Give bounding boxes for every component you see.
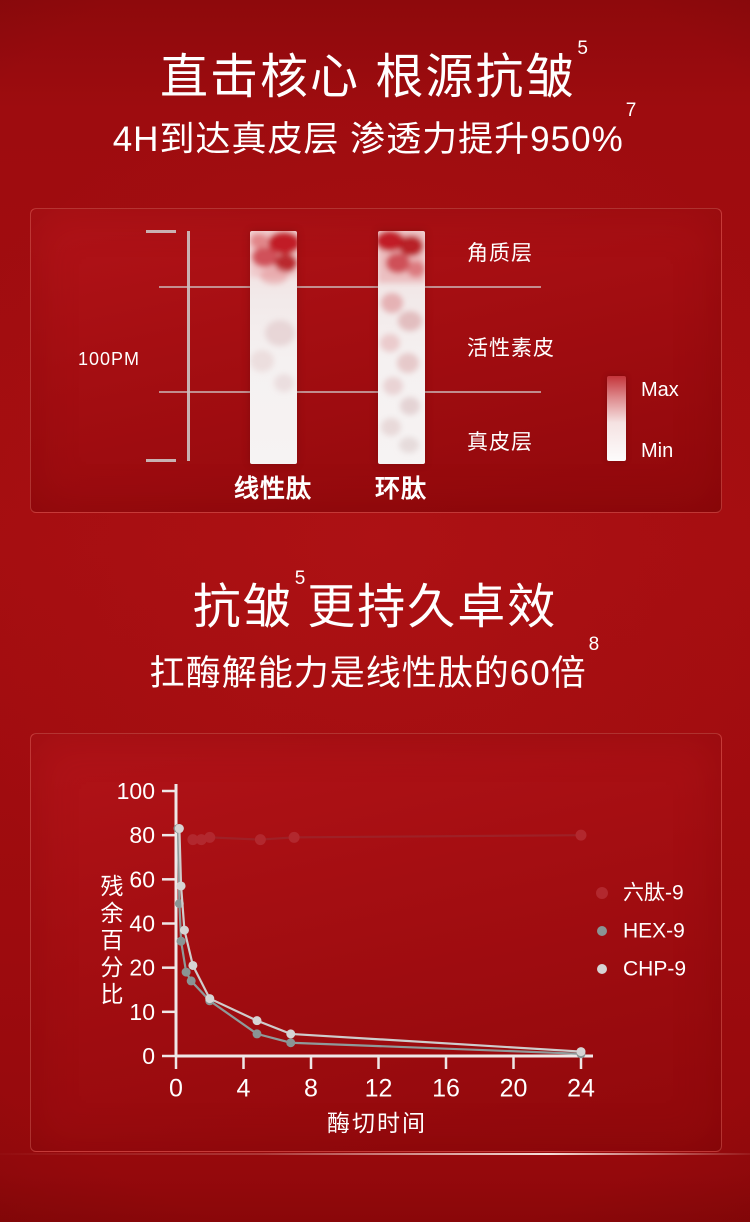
series-dot-HEX-9 xyxy=(186,976,196,986)
gradient-max-label: Max xyxy=(641,379,679,401)
linear-peptide-stain-bar xyxy=(250,231,297,464)
layer-divider-line-1 xyxy=(159,286,541,288)
layer-divider-line-2 xyxy=(159,391,541,393)
legend-label-CHP-9: CHP-9 xyxy=(623,958,686,981)
footnote-7-superscript: 7 xyxy=(625,100,638,122)
depth-scale-label: 100PM xyxy=(77,349,141,369)
cyclic-peptide-stain-art xyxy=(378,231,425,453)
footnote-5-superscript: 5 xyxy=(577,38,590,59)
legend-label-HEX-9: HEX-9 xyxy=(623,920,685,943)
series-dot-CHP-9 xyxy=(188,960,198,970)
y-tick-label: 20 xyxy=(129,955,155,981)
y-tick-label: 10 xyxy=(129,999,155,1025)
series-dot-HEX-9 xyxy=(176,936,186,946)
section2-subtitle: 扛酶解能力是线性肽的60倍8 xyxy=(0,635,750,694)
series-dot-六肽-9 xyxy=(187,834,199,846)
stratum-corneum-label: 角质层 xyxy=(467,242,533,265)
series-dot-HEX-9 xyxy=(286,1038,296,1048)
series-dot-六肽-9 xyxy=(195,834,207,846)
y-tick-label: 40 xyxy=(129,911,155,937)
y-axis-title: 残余百分比 xyxy=(97,874,123,1009)
series-dot-六肽-9 xyxy=(204,831,216,843)
legend-dot-CHP-9 xyxy=(597,964,607,974)
section2-subtitle-text: 扛酶解能力是线性肽的60倍 xyxy=(149,654,587,693)
section2-title-pre: 抗皱 xyxy=(192,581,293,634)
x-tick-label: 24 xyxy=(567,1075,595,1103)
x-tick-label: 20 xyxy=(500,1075,528,1103)
series-dot-HEX-9 xyxy=(181,967,191,977)
series-dot-六肽-9 xyxy=(288,831,300,843)
depth-scale-bottom-cap xyxy=(146,459,176,462)
linear-peptide-stain-art xyxy=(250,231,297,392)
depth-scale-top-cap xyxy=(146,230,176,233)
y-tick-label: 100 xyxy=(117,778,155,804)
cyclic-peptide-label: 环肽 xyxy=(374,475,427,503)
series-line-六肽-9 xyxy=(192,834,582,841)
legend-dot-六肽-9 xyxy=(596,887,608,899)
x-tick-label: 8 xyxy=(304,1075,318,1103)
series-dot-CHP-9 xyxy=(205,994,215,1004)
line-chart: 0 10 20 40 60 80 100 0 4 8 12 16 20 24 六肽-9 HEX-9 CHP-9 xyxy=(117,778,686,1103)
intensity-gradient-legend xyxy=(607,376,626,461)
series-line-HEX-9 xyxy=(176,828,582,1055)
x-axis-title: 酶切时间 xyxy=(327,1110,427,1136)
section2-title: 抗皱5更持久卓效 xyxy=(0,569,750,635)
section1-subtitle: 4H到达真皮层 渗透力提升950%7 xyxy=(0,101,750,160)
footnote-8-superscript: 8 xyxy=(588,634,601,656)
y-tick-label: 60 xyxy=(129,866,155,892)
y-tick-label: 80 xyxy=(129,822,155,848)
x-tick-label: 12 xyxy=(365,1075,393,1103)
dermis-label: 真皮层 xyxy=(467,431,533,454)
series-dot-CHP-9 xyxy=(252,1016,262,1026)
series-line-CHP-9 xyxy=(178,828,582,1053)
series-dot-CHP-9 xyxy=(179,925,189,935)
viable-epidermis-label: 活性素皮 xyxy=(467,337,555,360)
series-dot-CHP-9 xyxy=(174,824,184,834)
depth-scale-line xyxy=(187,231,190,461)
x-tick-label: 16 xyxy=(432,1075,460,1103)
footnote-5b-superscript: 5 xyxy=(294,568,308,589)
series-dot-六肽-9 xyxy=(254,834,266,846)
linear-peptide-label: 线性肽 xyxy=(233,475,312,503)
section1-title: 直击核心 根源抗皱5 xyxy=(0,39,750,105)
series-dot-CHP-9 xyxy=(576,1047,586,1057)
section1-subtitle-text: 4H到达真皮层 渗透力提升950% xyxy=(112,120,624,159)
legend-label-六肽-9: 六肽-9 xyxy=(623,882,684,905)
y-tick-label: 0 xyxy=(142,1043,155,1069)
legend-dot-HEX-9 xyxy=(597,926,607,936)
enzyme-resistance-chart-panel: 0 10 20 40 60 80 100 0 4 8 12 16 20 24 六肽-9 HEX-9 CHP-9 … xyxy=(30,733,722,1152)
series-dot-CHP-9 xyxy=(176,881,186,891)
gradient-min-label: Min xyxy=(641,440,674,462)
section2-title-post: 更持久卓效 xyxy=(307,581,558,634)
x-tick-label: 0 xyxy=(169,1075,183,1103)
penetration-diagram-panel: 100PM xyxy=(30,208,722,513)
section1-title-text: 直击核心 根源抗皱 xyxy=(160,51,576,104)
series-dot-CHP-9 xyxy=(286,1029,296,1039)
series-dot-六肽-9 xyxy=(575,829,587,841)
section-divider xyxy=(0,1153,750,1155)
cyclic-peptide-stain-bar xyxy=(378,231,425,464)
series-dot-HEX-9 xyxy=(252,1029,262,1039)
x-tick-label: 4 xyxy=(237,1075,251,1103)
